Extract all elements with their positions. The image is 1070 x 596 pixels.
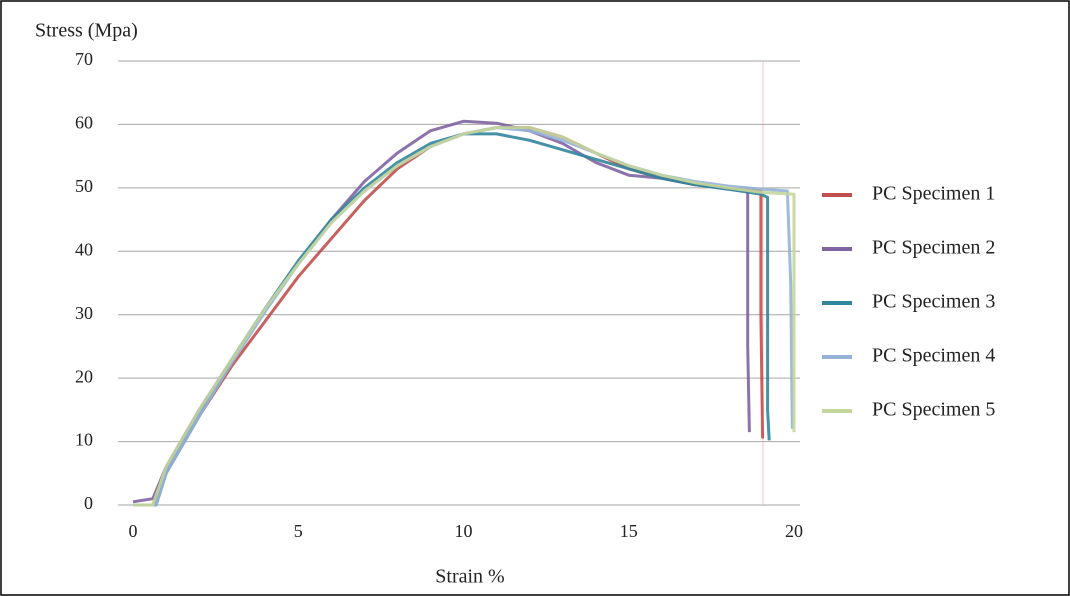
y-tick-label: 30 [75, 303, 93, 323]
legend-label: PC Specimen 5 [872, 399, 995, 421]
x-tick-label: 0 [129, 521, 138, 541]
y-tick-label: 60 [75, 113, 93, 133]
x-tick-label: 15 [620, 521, 638, 541]
x-tick-label: 5 [294, 521, 303, 541]
y-axis-label: Stress (Mpa) [35, 20, 138, 42]
y-tick-label: 20 [75, 366, 93, 386]
legend-label: PC Specimen 1 [872, 183, 995, 205]
x-axis-label: Strain % [435, 566, 504, 588]
y-tick-label: 0 [84, 493, 93, 513]
x-tick-label: 20 [785, 521, 803, 541]
page: Stress (Mpa) Strain % 0 10 20 30 40 50 60 70 0 5 1… [0, 0, 1070, 596]
y-tick-label: 70 [75, 49, 93, 69]
y-tick-label: 10 [75, 430, 93, 450]
x-tick-label: 10 [455, 521, 473, 541]
chart: Stress (Mpa) Strain % 0 10 20 30 40 50 60 70 0 5 1… [0, 0, 1070, 596]
legend-label: PC Specimen 3 [872, 291, 995, 313]
legend-label: PC Specimen 4 [872, 345, 995, 367]
legend-label: PC Specimen 2 [872, 237, 995, 259]
y-tick-label: 50 [75, 176, 93, 196]
y-tick-label: 40 [75, 239, 93, 259]
